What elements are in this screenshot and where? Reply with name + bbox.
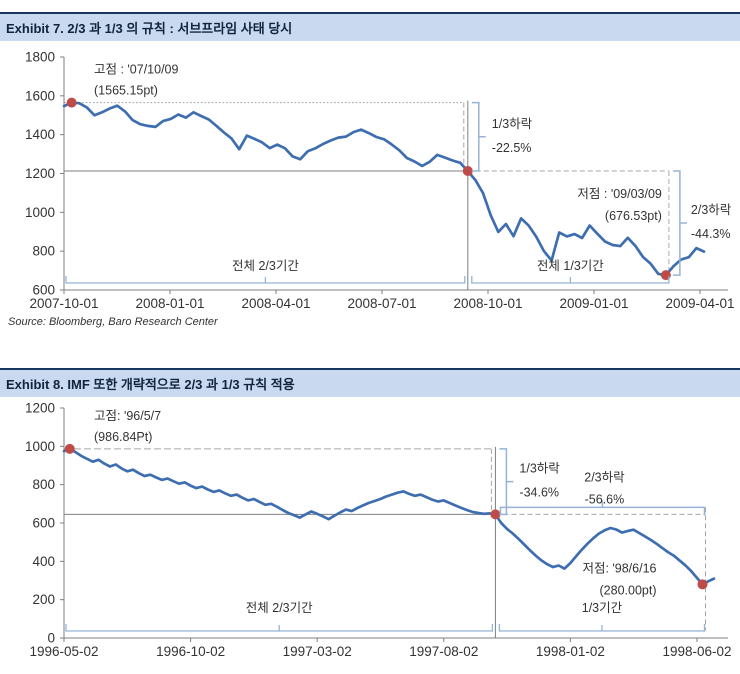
x-tick-label: 2008-04-01 xyxy=(241,296,310,311)
x-tick-label: 1997-03-02 xyxy=(283,644,352,659)
drop2-bracket xyxy=(499,500,706,516)
drop1-label: 1/3하락 xyxy=(492,117,533,131)
x-tick-label: 1998-06-02 xyxy=(662,644,731,659)
peak-label: (1565.15pt) xyxy=(94,84,158,98)
peak-label: 고점: '96/5/7 xyxy=(94,409,161,423)
exhibit8-chart: 0 200 400 600 800 1000 1200 1996-05-02 1996-10-0… xyxy=(25,401,732,660)
drop2-label: -44.3% xyxy=(691,227,731,241)
peak-marker xyxy=(64,443,75,454)
cross-marker xyxy=(462,165,473,176)
drop1-bracket xyxy=(499,448,514,516)
drop2-bracket xyxy=(672,170,687,276)
period1-brace xyxy=(65,276,466,284)
trough-label: 저점 : '09/03/09 xyxy=(577,187,662,201)
period2-brace xyxy=(471,276,670,284)
y-tick-label: 1000 xyxy=(25,439,55,454)
period1-label: 전체 2/3기간 xyxy=(246,601,313,615)
drop2-label: 2/3하락 xyxy=(691,203,732,217)
x-tick-label: 2009-04-01 xyxy=(665,296,734,311)
trough-label: (676.53pt) xyxy=(605,209,662,223)
x-tick-label: 2008-07-01 xyxy=(347,296,416,311)
x-tick-label: 1997-08-02 xyxy=(409,644,478,659)
source-note: Source: Bloomberg, Baro Research Center xyxy=(8,316,218,328)
y-tick-label: 800 xyxy=(32,244,55,259)
y-tick-label: 1800 xyxy=(25,50,55,65)
y-tick-label: 600 xyxy=(32,516,55,531)
y-tick-label: 400 xyxy=(32,554,55,569)
exhibit8-title: Exhibit 8. IMF 또한 개략적으로 2/3 과 1/3 규칙 적용 xyxy=(6,377,295,392)
y-tick-label: 1600 xyxy=(25,88,55,103)
x-tick-label: 2007-10-01 xyxy=(29,296,98,311)
drop1-label: 1/3하락 xyxy=(519,462,560,476)
drop1-label: -34.6% xyxy=(519,486,559,500)
peak-label: (986.84Pt) xyxy=(94,430,152,444)
exhibit7-chart: 600 800 1000 1200 1400 1600 1800 2007-10-01 2008… xyxy=(25,50,735,312)
trough-label: (280.00pt) xyxy=(600,583,657,597)
period2-label: 1/3기간 xyxy=(582,601,623,615)
series-line xyxy=(62,101,706,277)
x-tick-label: 2009-01-01 xyxy=(559,296,628,311)
y-tick-label: 1400 xyxy=(25,127,55,142)
x-tick-label: 1998-01-02 xyxy=(536,644,605,659)
exhibit7-title: Exhibit 7. 2/3 과 1/3 의 규칙 : 서브프라임 사태 당시 xyxy=(6,21,293,36)
exhibit8-title-bar: Exhibit 8. IMF 또한 개략적으로 2/3 과 1/3 규칙 적용 xyxy=(0,368,740,397)
drop2-label: 2/3하락 xyxy=(584,470,625,484)
period2-label: 전체 1/3기간 xyxy=(537,259,604,273)
y-tick-label: 1200 xyxy=(25,166,55,181)
trough-label: 저점: '98/6/16 xyxy=(582,561,656,575)
cross-marker xyxy=(490,509,501,520)
y-tick-label: 1000 xyxy=(25,205,55,220)
peak-label: 고점 : '07/10/09 xyxy=(94,63,179,77)
x-tick-label: 2008-01-01 xyxy=(135,296,204,311)
x-tick-label: 1996-10-02 xyxy=(156,644,225,659)
y-tick-label: 0 xyxy=(47,631,55,646)
period2-brace xyxy=(498,624,706,632)
y-tick-label: 1200 xyxy=(25,401,55,416)
y-tick-label: 800 xyxy=(32,477,55,492)
y-tick-label: 600 xyxy=(32,283,55,298)
exhibit7-title-bar: Exhibit 7. 2/3 과 1/3 의 규칙 : 서브프라임 사태 당시 xyxy=(0,12,740,41)
x-tick-label: 1996-05-02 xyxy=(29,644,98,659)
period1-label: 전체 2/3기간 xyxy=(232,259,299,273)
peak-marker xyxy=(66,97,77,108)
series-line xyxy=(62,447,716,586)
drop1-bracket xyxy=(471,101,486,172)
period1-brace xyxy=(65,624,494,632)
drop2-label: -56.6% xyxy=(585,492,625,506)
x-tick-label: 2008-10-01 xyxy=(453,296,522,311)
y-tick-label: 200 xyxy=(32,592,55,607)
drop1-label: -22.5% xyxy=(492,141,532,155)
trough-marker xyxy=(697,579,708,590)
